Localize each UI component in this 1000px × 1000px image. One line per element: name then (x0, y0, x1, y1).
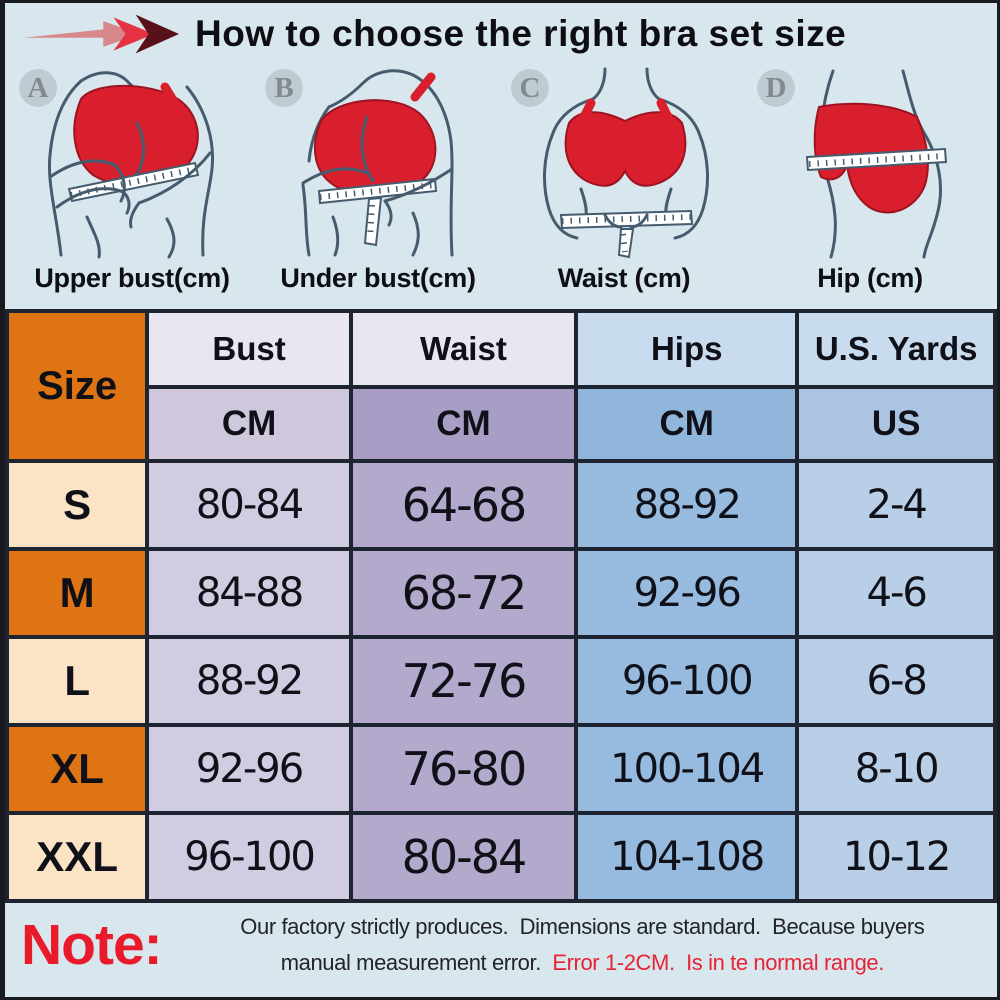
hip-illustration (805, 69, 948, 259)
waist-unit-header: CM (348, 385, 579, 463)
note-line-1: Our factory strictly produces. Dimension… (240, 914, 925, 939)
triple-arrow-right-icon (23, 14, 179, 54)
size-label: S (5, 459, 150, 551)
us-value: 8-10 (795, 723, 997, 815)
bust-value: 84-88 (145, 547, 353, 639)
us-value: 4-6 (795, 547, 997, 639)
figure-d-badge: D (757, 69, 795, 107)
table-unit-header-row: CM CM CM US (7, 385, 997, 463)
note-line-2-black: manual measurement error. (280, 950, 553, 976)
caption-upper-bust: Upper bust(cm) (34, 263, 230, 293)
table-row-s: S 80-84 64-68 88-92 2-4 (5, 459, 997, 551)
us-value: 2-4 (795, 459, 997, 551)
note-section: Note: Our factory strictly produces. Dim… (5, 903, 997, 982)
figure-c-badge: C (511, 69, 549, 107)
figure-under-bust: B Under bust(cm) (255, 65, 501, 297)
size-label: L (5, 635, 150, 727)
us-value: 6-8 (795, 635, 997, 727)
hips-value: 92-96 (574, 547, 800, 639)
title-bar: How to choose the right bra set size (5, 3, 997, 65)
waist-value: 80-84 (348, 811, 579, 903)
bust-group-header: Bust (145, 309, 353, 389)
table-row-xl: XL 92-96 76-80 100-104 8-10 (5, 723, 997, 815)
waist-group-header: Waist (348, 309, 579, 389)
upper-bust-illustration (47, 71, 215, 259)
waist-value: 64-68 (348, 459, 579, 551)
bust-value: 96-100 (145, 811, 353, 903)
note-text: Our factory strictly produces. Dimension… (178, 909, 987, 982)
hips-group-header: Hips (574, 309, 800, 389)
us-value: 10-12 (795, 811, 997, 903)
caption-waist: Waist (cm) (557, 263, 691, 293)
figure-b-badge: B (265, 69, 303, 107)
bust-value: 88-92 (145, 635, 353, 727)
hips-unit-header: CM (574, 385, 800, 463)
size-chart-table: Size Bust Waist Hips U.S. Yards CM CM CM… (5, 309, 997, 903)
hips-value: 104-108 (574, 811, 800, 903)
caption-hip: Hip (cm) (817, 263, 923, 293)
figure-waist: C Waist (cm) (501, 65, 747, 297)
figure-a-badge: A (19, 69, 57, 107)
us-unit-header: US (795, 385, 997, 463)
waist-illustration (542, 67, 710, 259)
note-line-2-red: Error 1-2CM. Is in te normal range. (552, 950, 884, 976)
note-label: Note: (21, 912, 163, 977)
size-label: M (5, 547, 150, 639)
us-yards-group-header: U.S. Yards (795, 309, 997, 389)
note-line-2: manual measurement error. Error 1-2CM. I… (178, 945, 987, 981)
table-row-l: L 88-92 72-76 96-100 6-8 (5, 635, 997, 727)
bust-value: 92-96 (145, 723, 353, 815)
caption-under-bust: Under bust(cm) (280, 263, 476, 293)
waist-value: 76-80 (348, 723, 579, 815)
size-corner-header: Size (5, 309, 150, 463)
figure-hip: D Hip (cm) (747, 65, 993, 297)
bust-unit-header: CM (145, 385, 353, 463)
measurement-figures-row: A Upper bust(cm) B (5, 65, 997, 297)
size-label: XXL (5, 811, 150, 903)
size-label: XL (5, 723, 150, 815)
hips-value: 96-100 (574, 635, 800, 727)
under-bust-illustration (301, 69, 454, 257)
figure-upper-bust: A Upper bust(cm) (9, 65, 255, 297)
hips-value: 88-92 (574, 459, 800, 551)
waist-value: 68-72 (348, 547, 579, 639)
waist-value: 72-76 (348, 635, 579, 727)
page-title: How to choose the right bra set size (195, 13, 847, 54)
bust-value: 80-84 (145, 459, 353, 551)
hips-value: 100-104 (574, 723, 800, 815)
table-row-m: M 84-88 68-72 92-96 4-6 (5, 547, 997, 639)
table-group-header-row: Size Bust Waist Hips U.S. Yards (5, 309, 997, 463)
table-row-xxl: XXL 96-100 80-84 104-108 10-12 (5, 811, 997, 903)
